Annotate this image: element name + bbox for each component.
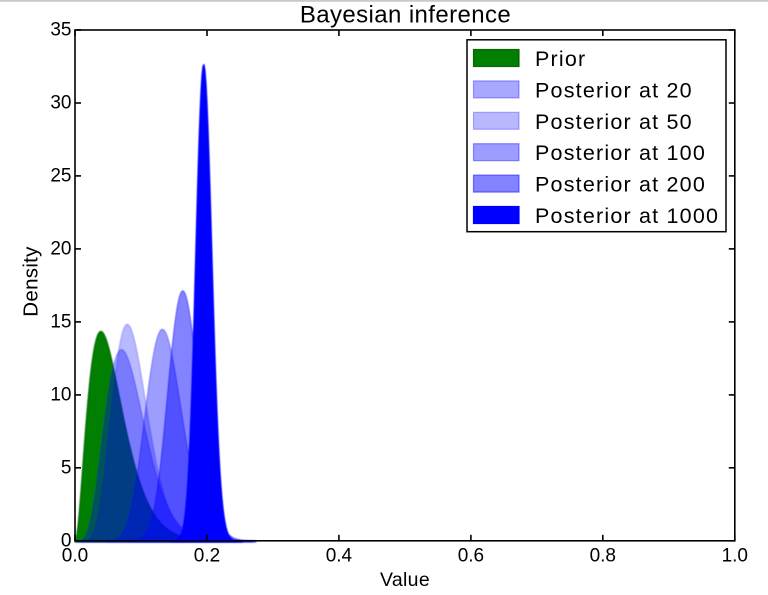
- svg-text:35: 35: [50, 20, 71, 41]
- svg-text:0.4: 0.4: [326, 546, 353, 567]
- svg-text:Value: Value: [380, 569, 430, 591]
- svg-text:15: 15: [50, 312, 71, 333]
- svg-text:0: 0: [61, 530, 72, 551]
- svg-text:0.2: 0.2: [194, 546, 220, 567]
- svg-text:Posterior at 20: Posterior at 20: [535, 78, 693, 102]
- svg-text:0.6: 0.6: [458, 546, 484, 567]
- svg-text:10: 10: [50, 385, 71, 406]
- svg-text:0.0: 0.0: [62, 546, 88, 567]
- svg-text:Posterior at 50: Posterior at 50: [535, 110, 693, 134]
- svg-text:20: 20: [50, 239, 71, 260]
- svg-text:Posterior at 100: Posterior at 100: [535, 141, 706, 165]
- svg-text:0.8: 0.8: [590, 546, 616, 567]
- svg-text:25: 25: [50, 166, 71, 187]
- svg-text:30: 30: [50, 93, 71, 114]
- svg-text:5: 5: [61, 457, 72, 478]
- svg-text:Posterior at 1000: Posterior at 1000: [535, 204, 719, 228]
- svg-text:Density: Density: [20, 246, 43, 317]
- svg-text:Bayesian inference: Bayesian inference: [300, 2, 511, 29]
- svg-text:Posterior at 200: Posterior at 200: [535, 173, 706, 197]
- svg-text:Prior: Prior: [535, 47, 586, 71]
- svg-text:1.0: 1.0: [722, 546, 748, 567]
